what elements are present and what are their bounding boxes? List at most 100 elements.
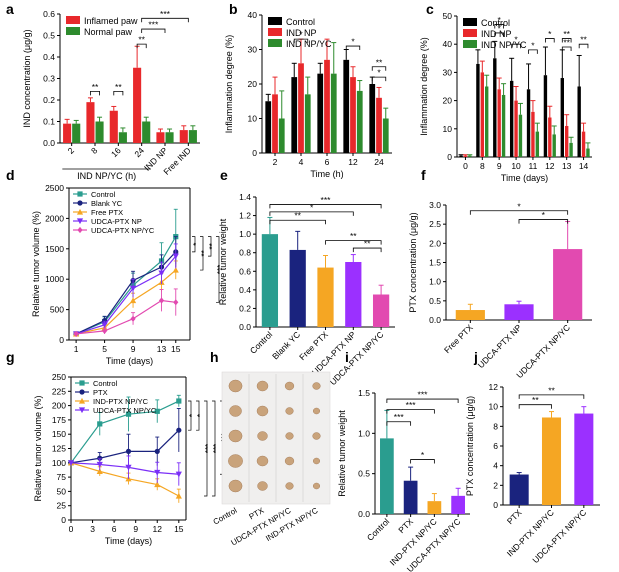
significance-label: *** xyxy=(216,265,225,274)
y-tick-label: 10 xyxy=(489,402,499,412)
significance-bracket xyxy=(141,28,166,34)
legend-swatch xyxy=(463,18,477,26)
bar xyxy=(535,131,540,157)
legend-swatch xyxy=(268,28,282,36)
significance-label: ** xyxy=(208,243,217,249)
tumor-specimen xyxy=(312,457,321,465)
significance-label: ** xyxy=(532,395,539,405)
bar xyxy=(553,249,583,320)
significance-bracket xyxy=(518,219,569,224)
panel-letter: d xyxy=(6,167,15,183)
panel-letter: b xyxy=(229,1,238,17)
y-tick-label: 0.6 xyxy=(239,266,251,276)
bar xyxy=(156,132,165,143)
x-tick-label: Control xyxy=(248,329,275,356)
x-tick-label: 0 xyxy=(463,161,468,171)
data-point xyxy=(78,407,86,414)
legend-label: Control xyxy=(93,379,118,388)
bar xyxy=(541,417,562,505)
bar xyxy=(188,130,197,143)
tumor-specimen xyxy=(284,456,295,466)
y-tick-label: 0.8 xyxy=(239,248,251,258)
data-point xyxy=(175,471,182,478)
x-tick-label: 0 xyxy=(69,524,74,534)
bar xyxy=(504,304,534,320)
y-axis-title: Relative tumor weight xyxy=(337,410,347,497)
data-point xyxy=(78,397,86,404)
significance-bracket xyxy=(494,24,504,29)
significance-bracket xyxy=(352,247,382,253)
x-tick-label: 4 xyxy=(299,157,304,167)
y-axis-title: Relative tumor weight xyxy=(218,218,228,305)
legend-label: IND NP xyxy=(481,29,512,39)
y-tick-label: 0.0 xyxy=(239,322,251,332)
significance-label: * xyxy=(196,414,205,417)
significance-bracket xyxy=(204,400,208,497)
significance-bracket xyxy=(216,236,220,303)
significance-bracket xyxy=(386,421,412,426)
significance-label: ** xyxy=(563,38,570,48)
bar xyxy=(459,155,463,157)
tumor-specimen xyxy=(228,454,243,468)
significance-label: ** xyxy=(294,211,301,221)
bar xyxy=(564,125,569,157)
group-label: IND NP/YC (h) xyxy=(77,171,136,181)
bar xyxy=(493,58,497,157)
y-tick-label: 75 xyxy=(57,472,67,482)
bar xyxy=(324,59,330,153)
y-tick-label: 125 xyxy=(52,444,66,454)
chart-panel-d: 0 500 1000 1500 2000 2500 Relative tumor volum… xyxy=(31,183,225,366)
photo-column-label: Control xyxy=(212,506,239,527)
legend-label: Control xyxy=(91,190,116,199)
bar xyxy=(497,89,501,157)
bar xyxy=(142,121,151,143)
bar xyxy=(526,89,531,157)
y-tick-label: 100 xyxy=(52,458,66,468)
y-tick-label: 40 xyxy=(443,39,453,49)
significance-label: * xyxy=(377,68,381,78)
data-point xyxy=(129,285,137,292)
y-tick-label: 4 xyxy=(493,461,498,471)
panel-letter: h xyxy=(210,349,219,365)
tumor-specimen xyxy=(285,482,294,490)
panel-letter: i xyxy=(345,349,349,365)
y-tick-label: 20 xyxy=(443,96,453,106)
tumor-specimen xyxy=(256,405,269,417)
legend-label: Normal paw xyxy=(84,27,133,37)
data-point xyxy=(173,299,179,306)
x-tick-label: 2 xyxy=(66,145,77,156)
significance-bracket xyxy=(518,404,552,409)
y-tick-label: 1.0 xyxy=(239,229,251,239)
significance-label: ** xyxy=(364,239,371,249)
bar xyxy=(291,77,298,153)
x-tick-label: 6 xyxy=(325,157,330,167)
y-tick-label: 0.0 xyxy=(43,138,55,148)
bar xyxy=(345,262,362,327)
legend-label: Control xyxy=(286,17,315,27)
data-point xyxy=(154,448,160,454)
bar xyxy=(179,130,188,143)
legend-label: IND-PTX NP/YC xyxy=(93,397,149,406)
data-point xyxy=(67,460,75,466)
x-axis-title: Time (h) xyxy=(310,169,343,179)
significance-bracket xyxy=(345,45,361,51)
bar xyxy=(380,438,394,514)
y-tick-label: 0.5 xyxy=(358,469,370,479)
y-tick-label: 1.5 xyxy=(358,388,370,398)
x-tick-label: 8 xyxy=(89,145,100,156)
data-point xyxy=(96,461,103,468)
bar xyxy=(485,86,489,157)
data-point xyxy=(77,200,83,206)
x-tick-label: PTX xyxy=(505,507,524,526)
significance-label: ** xyxy=(200,250,209,256)
bar xyxy=(569,142,573,157)
bar xyxy=(109,110,118,143)
legend-label: UDCA-PTX NP/YC xyxy=(93,406,157,415)
y-tick-label: 0.5 xyxy=(429,296,441,306)
y-axis-title: PTX concentration (μg/g) xyxy=(465,396,475,496)
y-tick-label: 2000 xyxy=(45,213,64,223)
bar xyxy=(552,134,556,157)
